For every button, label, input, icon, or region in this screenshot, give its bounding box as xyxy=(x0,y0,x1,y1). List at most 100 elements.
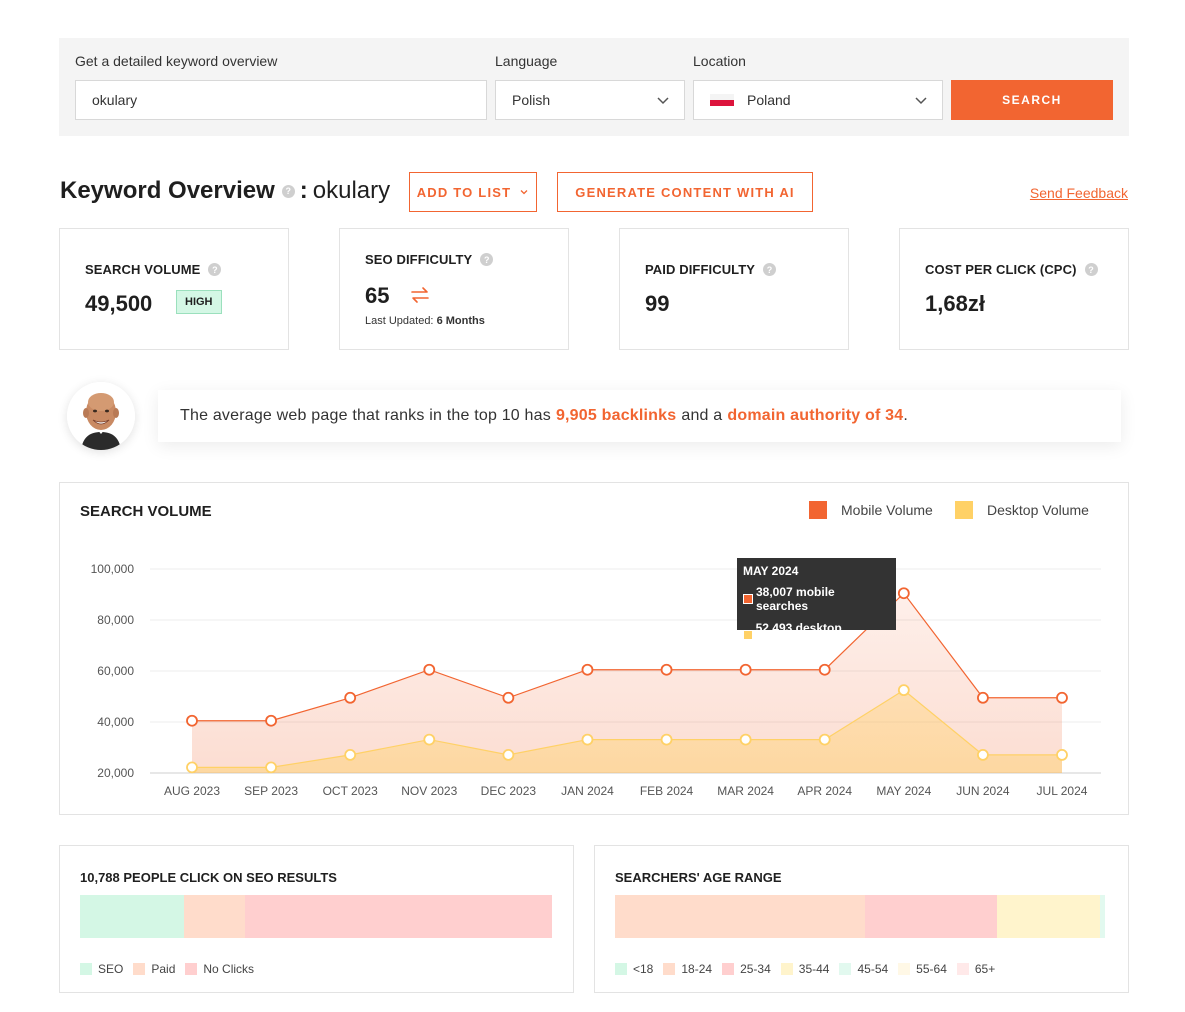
desktop-series-line xyxy=(192,689,1062,768)
location-select[interactable]: Poland xyxy=(693,80,943,120)
age-range-legend-item: 55-64 xyxy=(898,962,947,976)
help-icon[interactable]: ? xyxy=(208,263,222,276)
domain-authority-highlight: domain authority of 34 xyxy=(727,407,904,424)
cpc-label-text: COST PER CLICK (CPC) xyxy=(925,262,1077,277)
age-range-title: SEARCHERS' AGE RANGE xyxy=(615,870,782,885)
keyword-input[interactable] xyxy=(75,80,487,120)
avatar xyxy=(67,382,135,450)
desktop-data-point xyxy=(897,684,910,697)
legend-label: 18-24 xyxy=(681,962,713,976)
desktop-legend-swatch xyxy=(955,501,973,519)
tooltip-desktop-row: 52,493 desktop searches xyxy=(743,621,890,649)
age-range-legend-item: 65+ xyxy=(956,962,995,976)
cpc-value: 1,68zł xyxy=(925,291,985,316)
search-volume-label: SEARCH VOLUME ? xyxy=(85,262,222,277)
desktop-data-point xyxy=(1056,748,1068,761)
help-icon[interactable]: ? xyxy=(281,184,295,198)
x-tick-label: OCT 2023 xyxy=(323,784,378,798)
search-button[interactable]: SEARCH xyxy=(951,80,1113,120)
x-tick-label: SEP 2023 xyxy=(244,784,298,798)
y-tick-label: 100,000 xyxy=(91,562,135,576)
legend-label: SEO xyxy=(98,962,124,976)
legend-swatch xyxy=(780,963,793,975)
x-tick-label: JUL 2024 xyxy=(1037,784,1088,798)
banner-text-2: and a xyxy=(681,407,723,424)
legend-label: 35-44 xyxy=(798,962,830,976)
legend-swatch xyxy=(956,963,969,975)
x-tick-label: NOV 2023 xyxy=(401,784,457,798)
y-tick-label: 80,000 xyxy=(97,613,134,627)
age-range-stacked-bar[interactable] xyxy=(615,895,1105,938)
age-range-legend-item: 35-44 xyxy=(780,962,830,976)
mobile-data-point xyxy=(502,691,515,704)
volume-level-badge: HIGH xyxy=(176,290,222,314)
seo-clicks-stacked-bar[interactable] xyxy=(80,895,552,938)
cpc-label: COST PER CLICK (CPC) ? xyxy=(925,262,1098,277)
keyword-search-panel: Get a detailed keyword overview Language… xyxy=(59,38,1129,136)
seo-clicks-segment[interactable] xyxy=(183,895,246,938)
tooltip-desktop-text: 52,493 desktop searches xyxy=(755,621,842,649)
chart-title: SEARCH VOLUME xyxy=(80,503,212,520)
last-updated: Last Updated: 6 Months xyxy=(365,315,485,327)
tooltip-mobile-swatch xyxy=(743,594,753,604)
age-range-legend-item: 25-34 xyxy=(722,962,771,976)
x-tick-label: APR 2024 xyxy=(797,784,852,798)
mobile-legend-swatch xyxy=(809,501,827,519)
seo-clicks-legend-item: Paid xyxy=(133,962,175,976)
chevron-down-icon xyxy=(657,97,669,105)
y-tick-label: 40,000 xyxy=(97,715,134,729)
mobile-data-point xyxy=(739,663,752,676)
seo-clicks-segment[interactable] xyxy=(80,895,184,938)
seo-clicks-legend-item: SEO xyxy=(80,962,123,976)
legend-label: Paid xyxy=(151,962,176,976)
help-icon[interactable]: ? xyxy=(480,253,494,266)
keyword-overview-title: Keyword Overview xyxy=(60,177,275,204)
tooltip-mobile-text: 38,007 mobile searches xyxy=(756,585,835,613)
desktop-legend-label: Desktop Volume xyxy=(987,502,1089,518)
mobile-legend-label: Mobile Volume xyxy=(841,502,933,518)
mobile-data-point xyxy=(897,587,910,600)
mobile-data-point xyxy=(344,691,357,704)
legend-label: No Clicks xyxy=(203,962,255,976)
desktop-data-point xyxy=(265,761,277,774)
desktop-data-point xyxy=(818,733,831,746)
seo-clicks-title: 10,788 PEOPLE CLICK ON SEO RESULTS xyxy=(80,870,337,885)
x-tick-label: JAN 2024 xyxy=(561,784,614,798)
age-range-legend-item: <18 xyxy=(615,962,653,976)
seo-difficulty-value: 65 xyxy=(365,283,390,308)
age-range-legend: <18 18-24 25-34 35-44 45-54 55-64 65+ xyxy=(615,962,1005,976)
paid-difficulty-label-text: PAID DIFFICULTY xyxy=(645,262,756,277)
generate-content-ai-button[interactable]: GENERATE CONTENT WITH AI xyxy=(557,172,813,212)
refresh-arrows-icon[interactable] xyxy=(409,285,431,305)
search-volume-label-text: SEARCH VOLUME xyxy=(85,262,201,277)
age-range-segment[interactable] xyxy=(615,895,865,938)
desktop-data-point xyxy=(423,733,436,746)
legend-desktop[interactable]: Desktop Volume xyxy=(955,501,1089,519)
age-range-segment[interactable] xyxy=(997,895,1101,938)
legend-mobile[interactable]: Mobile Volume xyxy=(809,501,933,519)
add-to-list-button[interactable]: ADD TO LIST xyxy=(409,172,537,212)
seo-difficulty-label-text: SEO DIFFICULTY xyxy=(365,252,473,267)
desktop-data-point xyxy=(977,748,989,761)
x-tick-label: JUN 2024 xyxy=(956,784,1010,798)
search-volume-value: 49,500 xyxy=(85,291,153,316)
seo-clicks-segment[interactable] xyxy=(245,895,552,938)
last-updated-label: Last Updated: xyxy=(365,315,434,327)
tooltip-mobile-row: 38,007 mobile searches xyxy=(743,585,890,613)
tooltip-desktop-swatch xyxy=(743,630,753,640)
language-select[interactable]: Polish xyxy=(495,80,685,120)
help-icon[interactable]: ? xyxy=(763,263,777,276)
age-range-legend-item: 18-24 xyxy=(663,962,712,976)
keyword-field-label: Get a detailed keyword overview xyxy=(75,53,278,69)
mobile-data-point xyxy=(186,714,198,727)
mobile-data-point xyxy=(423,663,436,676)
mobile-data-point xyxy=(265,714,277,727)
send-feedback-link[interactable]: Send Feedback xyxy=(1029,185,1128,201)
age-range-segment[interactable] xyxy=(1100,895,1105,938)
legend-label: 25-34 xyxy=(740,962,771,976)
age-range-segment[interactable] xyxy=(864,895,998,938)
page-title: Keyword Overview ? : okulary xyxy=(60,177,390,205)
legend-label: 45-54 xyxy=(857,962,889,976)
help-icon[interactable]: ? xyxy=(1084,263,1098,276)
